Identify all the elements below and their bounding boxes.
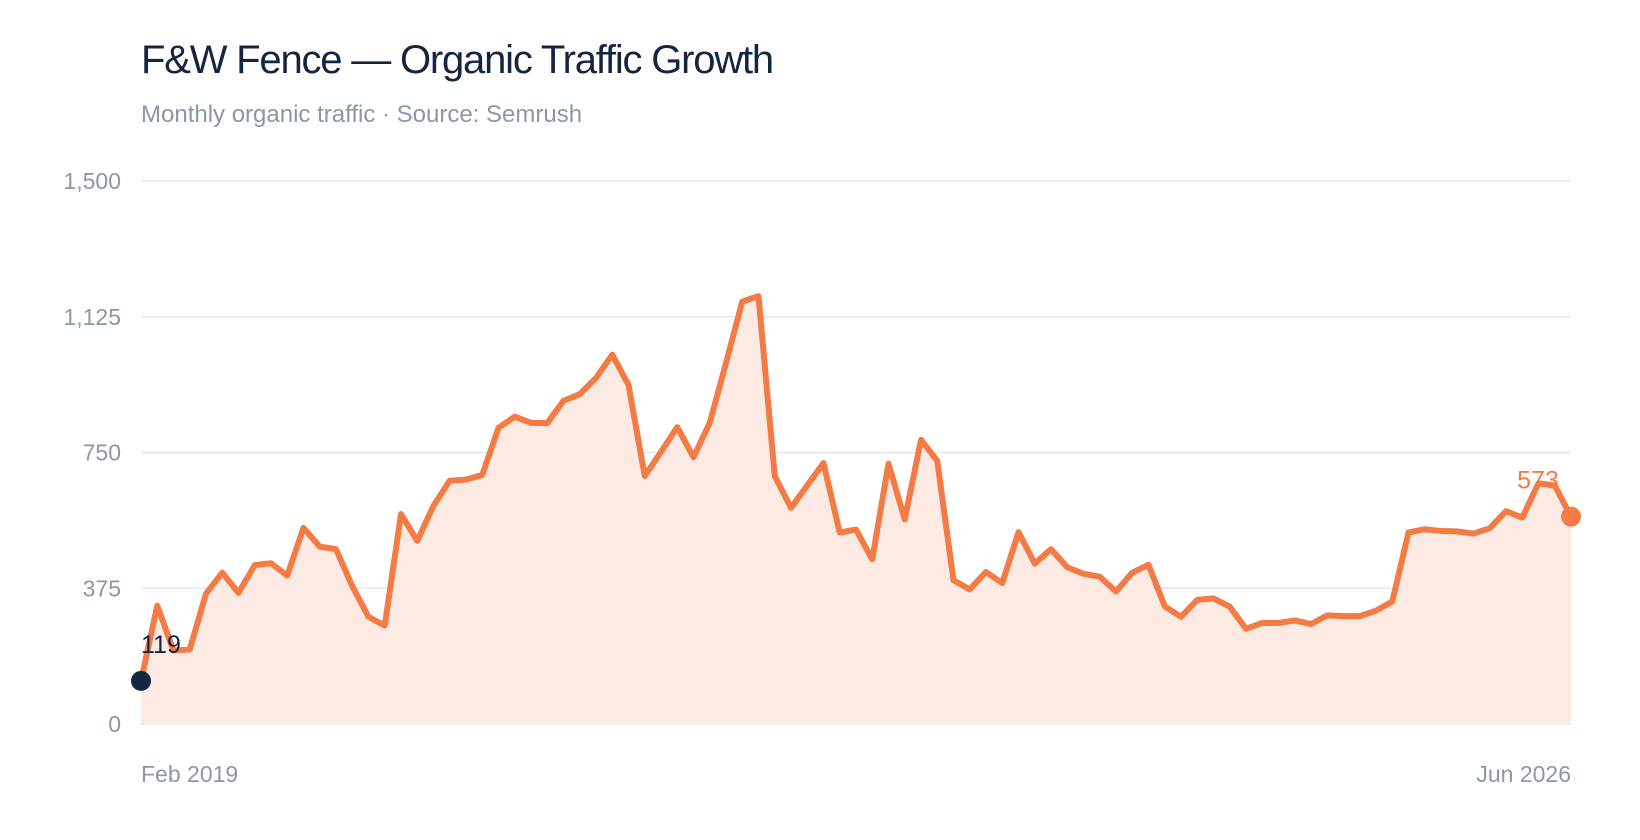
y-tick-label: 750 bbox=[83, 440, 121, 466]
x-axis-last-label: Jun 2026 bbox=[1476, 761, 1571, 787]
start-point-marker bbox=[131, 670, 151, 691]
start-value-label: 119 bbox=[141, 631, 181, 659]
y-axis-ticks: 0 375 750 1,125 1,500 bbox=[63, 168, 121, 737]
y-tick-label: 1,500 bbox=[63, 168, 121, 194]
chart-subtitle: Monthly organic traffic · Source: Semrus… bbox=[141, 101, 583, 128]
chart-title: F&W Fence — Organic Traffic Growth bbox=[141, 38, 774, 82]
end-value-label: 573 bbox=[1517, 467, 1559, 495]
end-point-marker bbox=[1561, 506, 1581, 527]
y-tick-label: 1,125 bbox=[63, 304, 121, 330]
y-tick-label: 0 bbox=[108, 711, 121, 737]
traffic-series-line bbox=[138, 293, 1574, 684]
y-tick-label: 375 bbox=[83, 575, 121, 601]
x-axis-first-label: Feb 2019 bbox=[141, 761, 238, 787]
traffic-area-fill bbox=[141, 296, 1571, 724]
